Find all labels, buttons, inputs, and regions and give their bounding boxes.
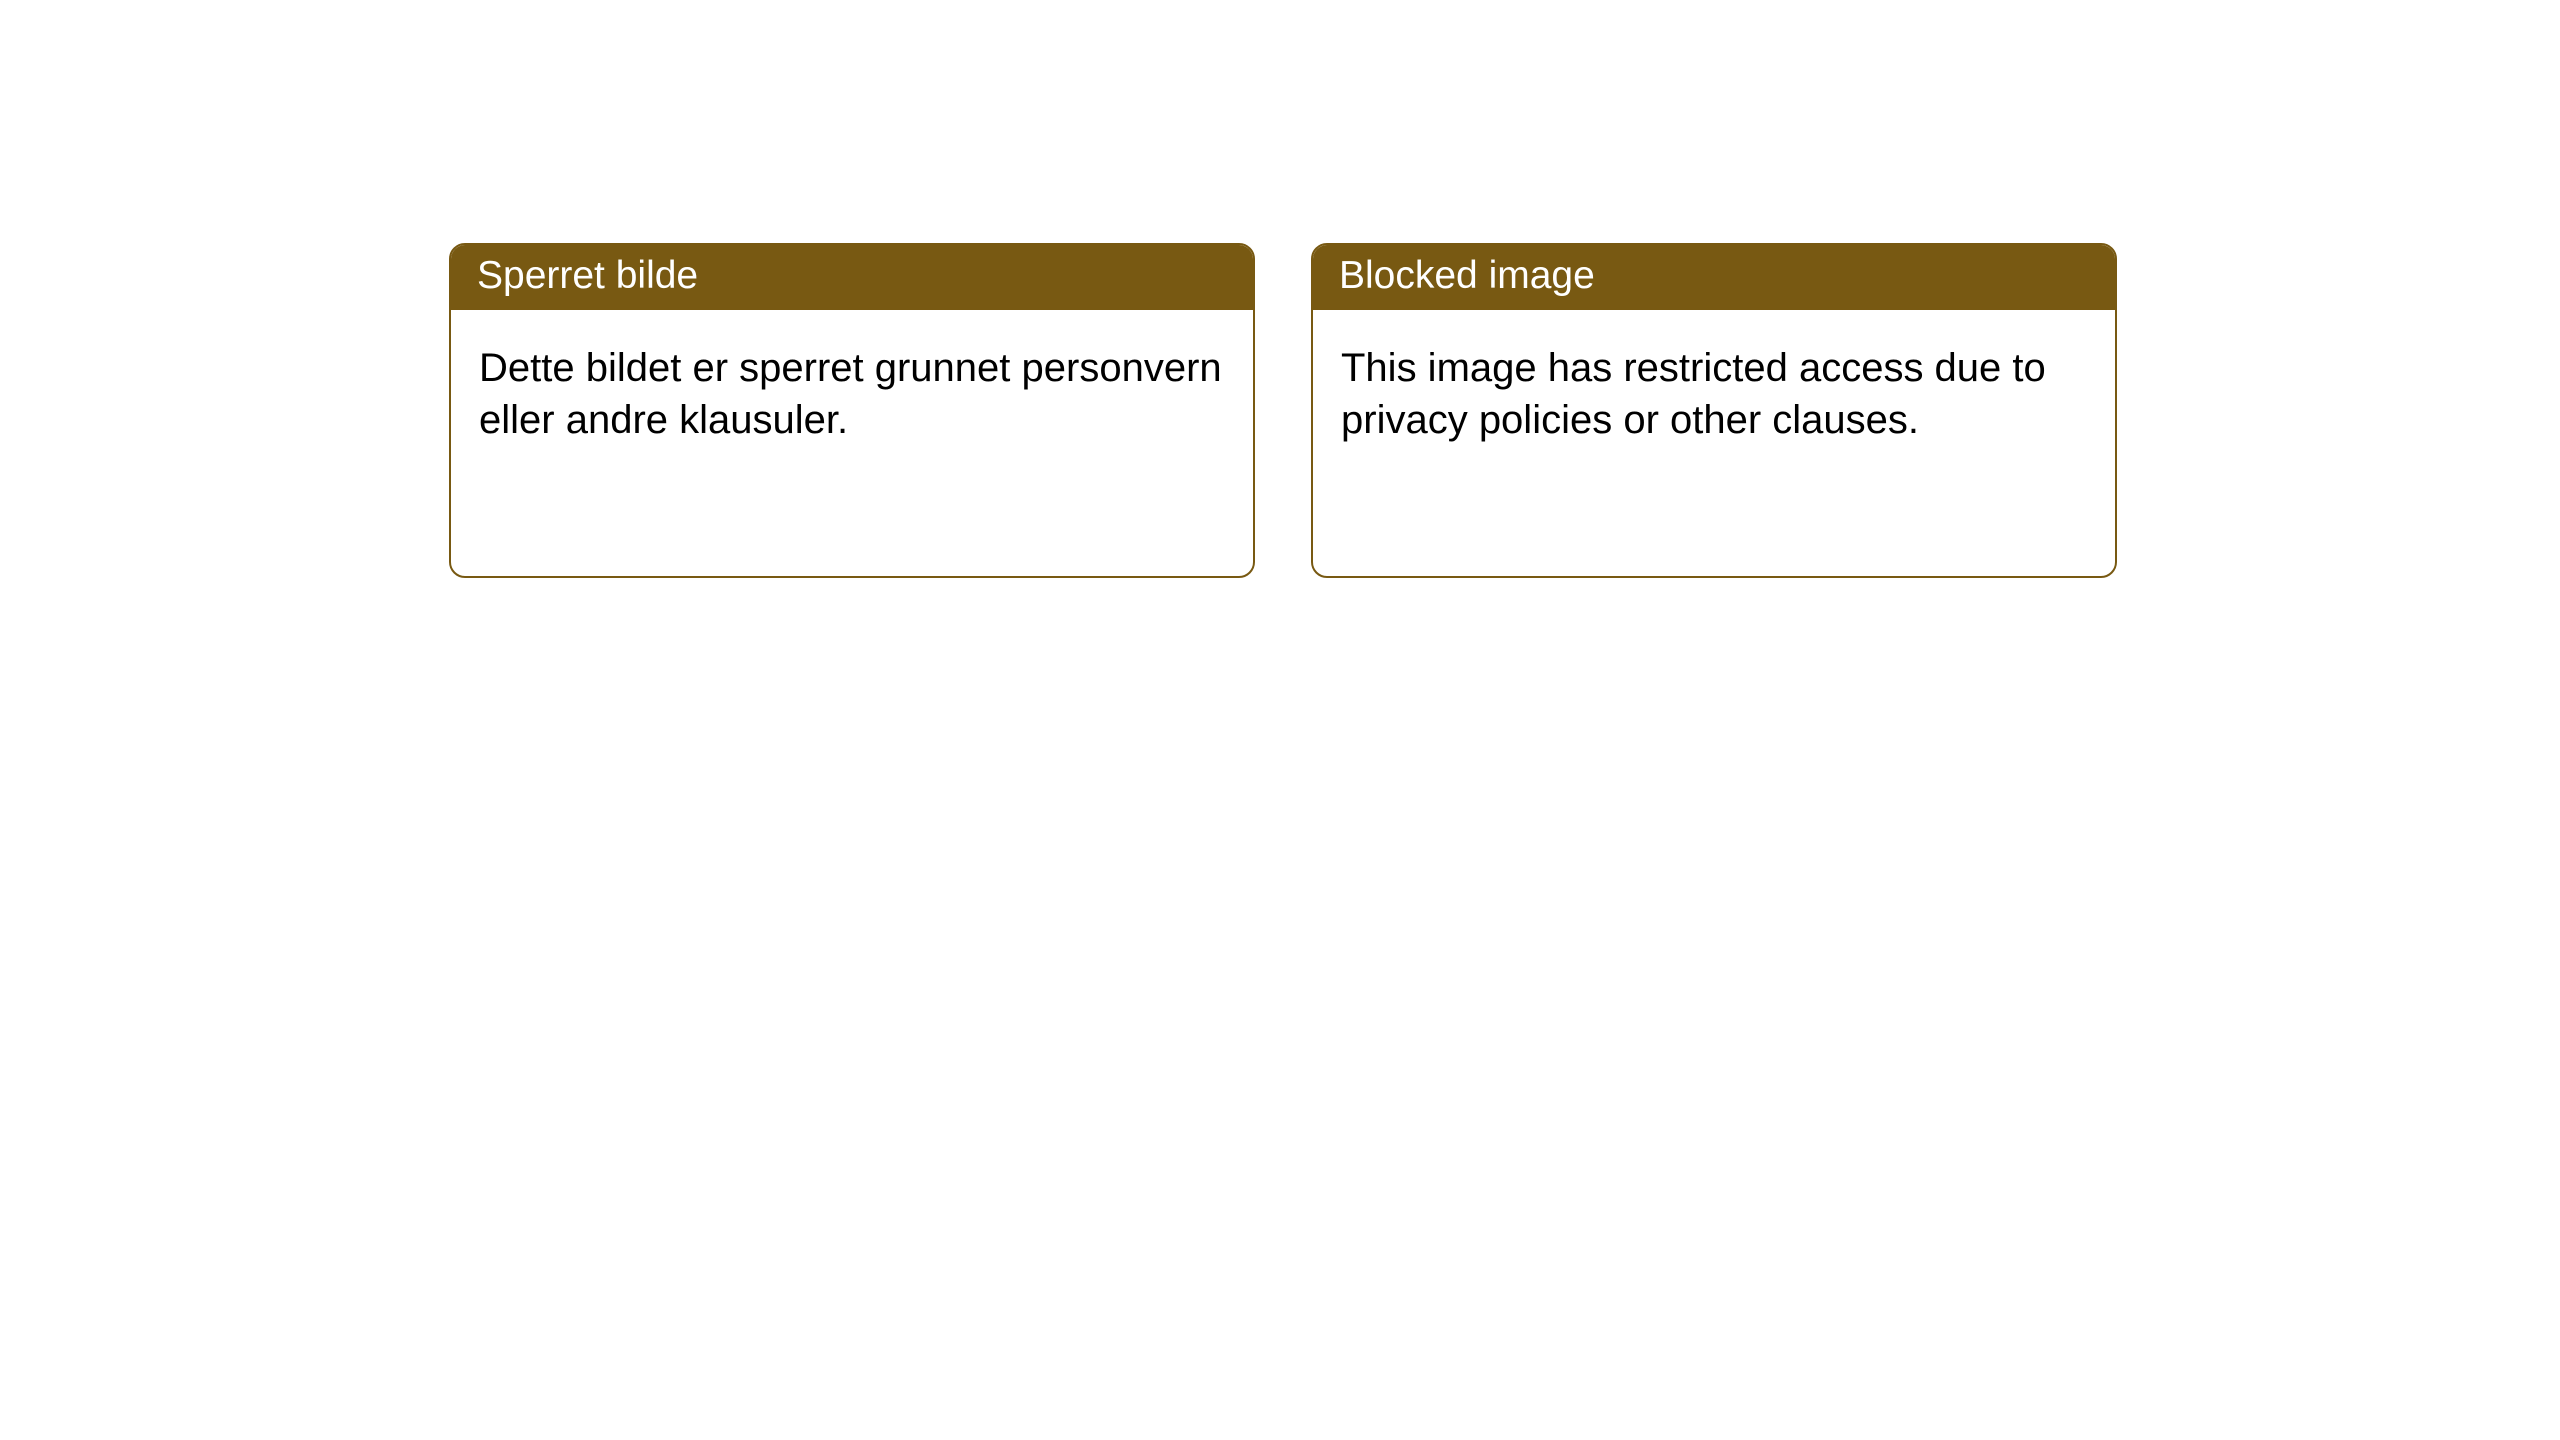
blocked-image-card-no: Sperret bilde Dette bildet er sperret gr…	[449, 243, 1255, 578]
card-header: Sperret bilde	[451, 245, 1253, 310]
card-body: Dette bildet er sperret grunnet personve…	[451, 310, 1253, 478]
card-container: Sperret bilde Dette bildet er sperret gr…	[0, 0, 2560, 578]
blocked-image-card-en: Blocked image This image has restricted …	[1311, 243, 2117, 578]
card-header: Blocked image	[1313, 245, 2115, 310]
card-body: This image has restricted access due to …	[1313, 310, 2115, 478]
